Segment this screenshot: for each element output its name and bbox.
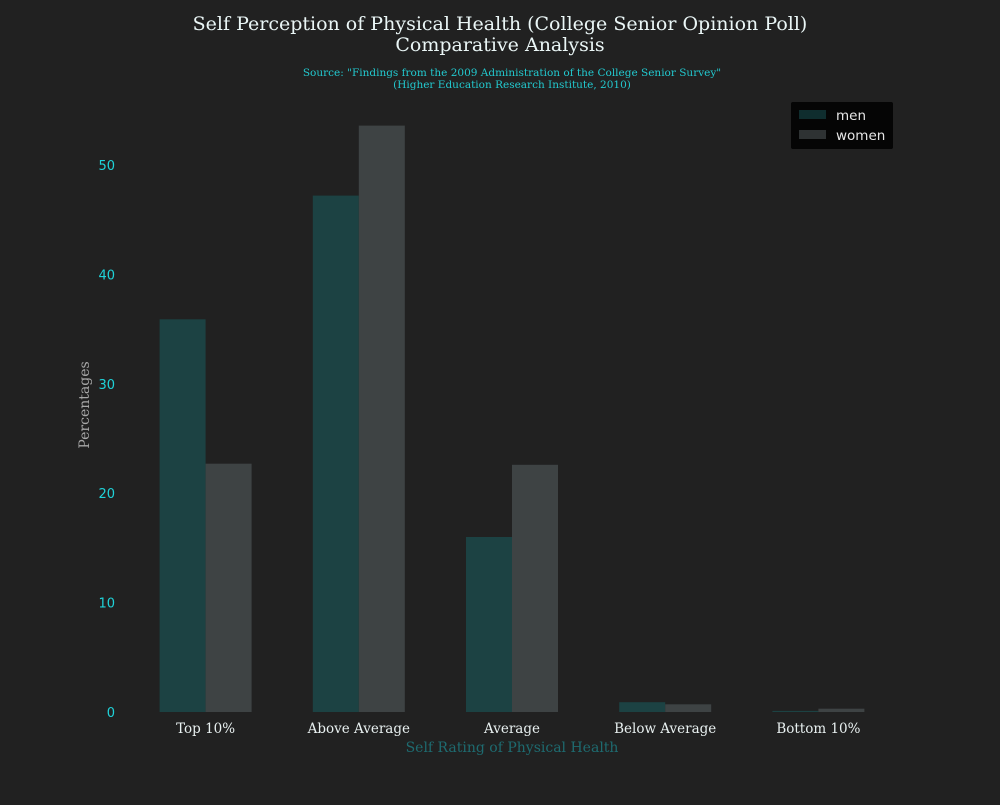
- bar-men-3: [619, 702, 666, 712]
- bar-men-4: [772, 710, 819, 712]
- y-tick-label: 30: [98, 378, 115, 393]
- x-tick-label: Bottom 10%: [776, 721, 860, 737]
- y-tick-label: 0: [107, 706, 115, 721]
- x-tick-label: Top 10%: [176, 721, 235, 737]
- bar-women-4: [818, 708, 865, 712]
- chart-title: Self Perception of Physical Health (Coll…: [193, 13, 808, 35]
- bar-men-1: [312, 195, 359, 713]
- x-tick-label: Above Average: [307, 721, 410, 737]
- x-tick-label: Average: [483, 721, 540, 737]
- legend-label-men: men: [836, 108, 866, 124]
- chart-source-line-1: Source: "Findings from the 2009 Administ…: [303, 67, 721, 79]
- bar-women-0: [205, 463, 252, 712]
- bar-women-2: [512, 464, 558, 712]
- bars-group: [159, 125, 865, 713]
- bar-men-2: [466, 537, 512, 712]
- x-tick-label: Below Average: [614, 721, 716, 737]
- bar-men-0: [159, 319, 206, 712]
- y-tick-label: 50: [98, 159, 115, 174]
- bar-women-3: [665, 704, 712, 712]
- y-tick-label: 40: [98, 268, 115, 283]
- legend: men women: [791, 102, 893, 149]
- y-tick-label: 20: [98, 487, 115, 502]
- y-axis-label: Percentages: [77, 361, 93, 448]
- legend-label-women: women: [836, 128, 885, 144]
- x-axis-ticks: Top 10% Above Average Average Below Average…: [176, 721, 861, 737]
- bar-women-1: [358, 125, 405, 713]
- legend-swatch-women: [799, 130, 826, 139]
- legend-swatch-men: [799, 110, 826, 119]
- y-tick-label: 10: [98, 597, 115, 612]
- chart-source-line-2: (Higher Education Research Institute, 20…: [393, 79, 631, 91]
- chart-subtitle: Comparative Analysis: [395, 34, 604, 56]
- y-axis-ticks: 0 10 20 30 40 50: [98, 159, 115, 721]
- x-axis-label: Self Rating of Physical Health: [406, 740, 619, 756]
